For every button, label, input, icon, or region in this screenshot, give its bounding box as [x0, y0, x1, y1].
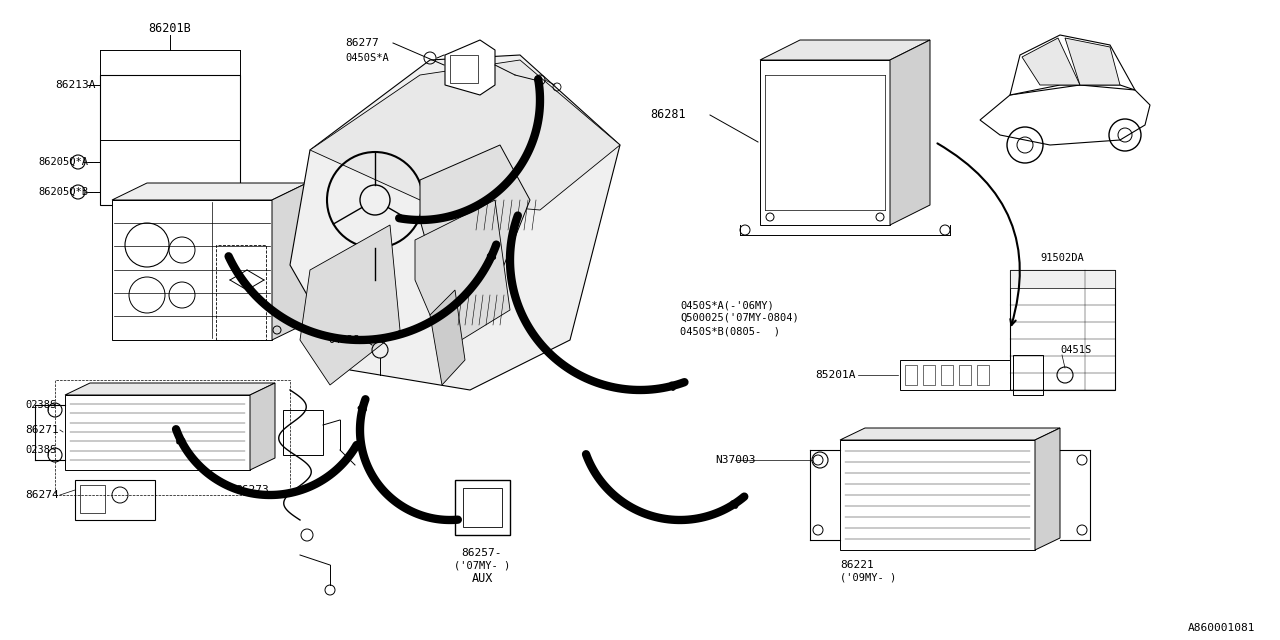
Text: 85201A: 85201A [815, 370, 855, 380]
Polygon shape [980, 85, 1149, 145]
Bar [1010, 270, 1115, 288]
Bar [451, 55, 477, 83]
Text: ('07MY- ): ('07MY- ) [454, 560, 511, 570]
Text: 91502DA: 91502DA [1041, 253, 1084, 263]
Polygon shape [1021, 38, 1080, 85]
Text: 86274: 86274 [26, 490, 59, 500]
Text: 0451S: 0451S [1060, 345, 1092, 355]
Bar [76, 480, 155, 520]
Text: 0402S: 0402S [328, 335, 360, 345]
Bar [977, 365, 989, 385]
Text: AUX: AUX [471, 573, 493, 586]
Bar [923, 365, 934, 385]
Text: 0450S*B(0805-  ): 0450S*B(0805- ) [680, 326, 780, 336]
Bar [959, 365, 972, 385]
Text: 0238S: 0238S [26, 400, 56, 410]
Bar [941, 365, 954, 385]
Polygon shape [250, 383, 275, 470]
Bar [216, 245, 266, 340]
Text: 86281: 86281 [650, 109, 686, 122]
Text: A860001081: A860001081 [1188, 623, 1254, 633]
Bar [1010, 270, 1115, 390]
Text: 86221: 86221 [840, 560, 874, 570]
Polygon shape [840, 428, 1060, 440]
Polygon shape [1010, 35, 1135, 95]
Text: N37003: N37003 [716, 455, 755, 465]
Polygon shape [273, 183, 307, 340]
Bar [1012, 355, 1043, 395]
Bar [463, 488, 502, 527]
Text: 0450S*A(-'06MY): 0450S*A(-'06MY) [680, 300, 773, 310]
Polygon shape [1065, 38, 1120, 85]
Polygon shape [113, 200, 273, 340]
Bar [905, 365, 916, 385]
Polygon shape [291, 55, 620, 390]
Polygon shape [760, 60, 890, 225]
Bar [454, 480, 509, 535]
Text: 86205Q*A: 86205Q*A [38, 157, 88, 167]
Polygon shape [430, 290, 465, 385]
Text: 0238S: 0238S [26, 445, 56, 455]
Bar [100, 75, 241, 205]
Text: 0450S*A: 0450S*A [346, 53, 389, 63]
Polygon shape [310, 60, 620, 210]
Polygon shape [840, 440, 1036, 550]
Bar [283, 410, 323, 455]
Text: 86271: 86271 [26, 425, 59, 435]
Bar [55, 380, 291, 495]
Polygon shape [113, 183, 307, 200]
Text: 86277: 86277 [346, 38, 379, 48]
Polygon shape [415, 200, 509, 350]
Polygon shape [65, 383, 275, 395]
Text: Q500025('07MY-0804): Q500025('07MY-0804) [680, 313, 799, 323]
Text: 86273: 86273 [236, 485, 269, 495]
Polygon shape [445, 40, 495, 95]
Polygon shape [65, 395, 250, 470]
Polygon shape [420, 145, 530, 310]
Text: 86257-: 86257- [462, 548, 502, 558]
Polygon shape [1036, 428, 1060, 550]
Text: ('09MY- ): ('09MY- ) [840, 573, 896, 583]
Text: 86213A: 86213A [55, 80, 96, 90]
Polygon shape [900, 360, 1010, 390]
Text: 86205Q*B: 86205Q*B [38, 187, 88, 197]
Polygon shape [760, 40, 931, 60]
Text: 86201B: 86201B [148, 22, 192, 35]
Polygon shape [890, 40, 931, 225]
Polygon shape [300, 225, 399, 385]
Bar [79, 485, 105, 513]
